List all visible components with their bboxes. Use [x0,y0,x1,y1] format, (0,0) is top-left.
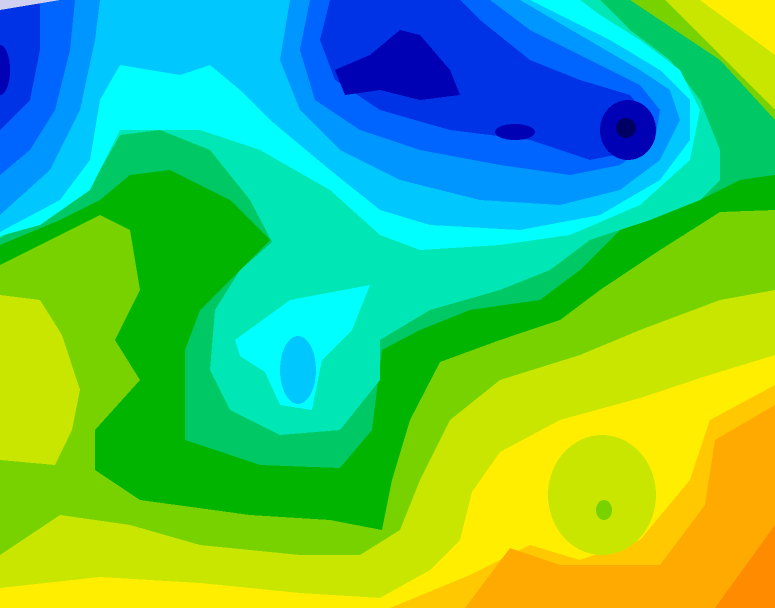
band-navy-right [335,30,460,100]
band-yellow-corner [700,0,775,55]
band-yellow-green-blob-right [548,435,656,555]
band-orange [465,405,775,608]
band-light-blue-blob [280,336,316,404]
band-lime-dot [596,500,612,520]
band-dark-blue-left [0,0,40,130]
band-navy-left [0,45,10,95]
band-lavender-corner [0,0,60,10]
band-deep-navy-core [616,118,636,138]
band-dark-orange [715,525,775,608]
band-navy-small [495,124,535,140]
band-yellow-green-blob-left [0,295,80,465]
